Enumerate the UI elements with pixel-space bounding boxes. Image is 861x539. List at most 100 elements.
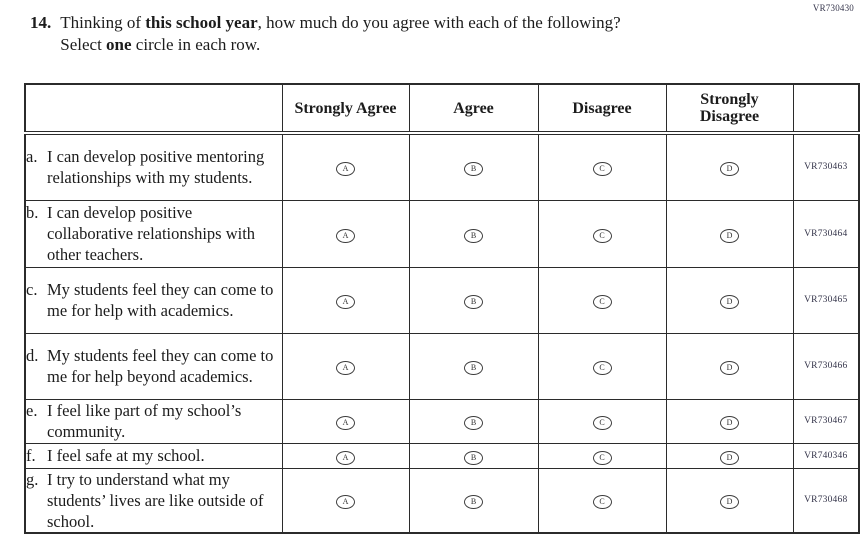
bubble-strongly-agree[interactable]: A — [336, 295, 355, 309]
cell-strongly-disagree: D — [665, 199, 794, 268]
cell-agree: B — [408, 332, 539, 400]
bubble-strongly-agree[interactable]: A — [336, 162, 355, 177]
header-code — [792, 83, 860, 135]
cell-strongly-agree: A — [281, 199, 410, 268]
vr-code: VR730468 — [792, 467, 860, 533]
bubble-agree[interactable]: B — [464, 416, 483, 430]
vr-code: VR740346 — [792, 442, 860, 469]
statement-cell: b. I can develop positive collaborative r… — [24, 199, 283, 268]
row-statement: My students feel they can come to me for… — [47, 280, 274, 320]
bubble-strongly-agree[interactable]: A — [336, 361, 355, 375]
header-row: Strongly Agree Agree Disagree Strongly D… — [24, 83, 860, 135]
bubble-strongly-agree[interactable]: A — [336, 450, 355, 465]
bubble-strongly-agree[interactable]: A — [336, 495, 355, 509]
question-line1-bold: this school year — [145, 13, 258, 32]
cell-disagree: C — [537, 442, 667, 469]
row-letter: f. — [26, 446, 36, 465]
bubble-strongly-disagree[interactable]: D — [720, 162, 739, 177]
header-strongly-disagree: Strongly Disagree — [665, 83, 794, 135]
table-row-g: g. I try to understand what my students’ … — [24, 467, 860, 533]
bubble-strongly-disagree[interactable]: D — [720, 495, 739, 509]
cell-disagree: C — [537, 132, 667, 201]
statement-cell: c. My students feel they can come to me f… — [24, 266, 283, 334]
bubble-agree[interactable]: B — [464, 495, 483, 509]
cell-disagree: C — [537, 398, 667, 444]
cell-strongly-disagree: D — [665, 398, 794, 444]
cell-agree: B — [408, 398, 539, 444]
header-statement — [24, 83, 283, 135]
header-disagree: Disagree — [537, 83, 667, 135]
cell-strongly-agree: A — [281, 266, 410, 334]
row-statement: My students feel they can come to me for… — [47, 346, 274, 386]
cell-strongly-agree: A — [281, 332, 410, 400]
bubble-strongly-agree[interactable]: A — [336, 228, 355, 243]
bubble-disagree[interactable]: C — [592, 228, 612, 243]
cell-agree: B — [408, 442, 539, 469]
vr-code: VR730463 — [792, 132, 860, 201]
bubble-strongly-disagree[interactable]: D — [720, 361, 739, 375]
bubble-disagree[interactable]: C — [592, 495, 612, 509]
table-row-c: c. My students feel they can come to me f… — [24, 266, 860, 334]
question-line2-post: circle in each row. — [131, 35, 261, 54]
cell-disagree: C — [537, 199, 667, 268]
header-strongly-agree: Strongly Agree — [281, 83, 410, 135]
cell-disagree: C — [537, 332, 667, 400]
bubble-disagree[interactable]: C — [592, 361, 612, 375]
statement-cell: d. My students feel they can come to me f… — [24, 332, 283, 400]
bubble-agree[interactable]: B — [464, 162, 483, 177]
vr-code: VR730466 — [792, 332, 860, 400]
cell-agree: B — [408, 199, 539, 268]
question-14: 14. Thinking of this school year, how mu… — [30, 12, 621, 56]
question-line2-bold: one — [106, 35, 132, 54]
vr-code: VR730465 — [792, 266, 860, 334]
row-letter: c. — [26, 280, 38, 299]
bubble-disagree[interactable]: C — [592, 416, 612, 430]
bubble-strongly-disagree[interactable]: D — [720, 228, 739, 243]
row-statement: I try to understand what my students’ li… — [47, 469, 264, 531]
bubble-agree[interactable]: B — [464, 228, 483, 243]
bubble-disagree[interactable]: C — [592, 295, 612, 309]
statement-cell: f. I feel safe at my school. — [24, 442, 283, 469]
row-statement: I feel safe at my school. — [47, 446, 205, 465]
table-row-e: e. I feel like part of my school’s commun… — [24, 398, 860, 444]
question-line2-pre: Select — [60, 35, 107, 54]
cell-strongly-disagree: D — [665, 266, 794, 334]
bubble-strongly-agree[interactable]: A — [336, 416, 355, 430]
cell-strongly-disagree: D — [665, 442, 794, 469]
question-line-1: Thinking of this school year, how much d… — [60, 12, 620, 34]
question-line1-pre: Thinking of — [60, 13, 146, 32]
bubble-strongly-disagree[interactable]: D — [720, 295, 739, 309]
bubble-disagree[interactable]: C — [592, 162, 612, 177]
table-row-f: f. I feel safe at my school. A B C D VR74… — [24, 442, 860, 469]
row-letter: e. — [26, 401, 38, 420]
bubble-disagree[interactable]: C — [592, 450, 612, 465]
cell-strongly-agree: A — [281, 442, 410, 469]
cell-strongly-agree: A — [281, 398, 410, 444]
bubble-strongly-disagree[interactable]: D — [720, 450, 739, 465]
row-letter: b. — [26, 203, 39, 222]
question-text: Thinking of this school year, how much d… — [60, 12, 620, 56]
question-line-2: Select one circle in each row. — [60, 34, 620, 56]
bubble-agree[interactable]: B — [464, 361, 483, 375]
row-statement: I can develop positive mentoring relatio… — [47, 147, 265, 188]
cell-strongly-disagree: D — [665, 132, 794, 201]
question-line1-post: , how much do you agree with each of the… — [257, 13, 621, 32]
cell-agree: B — [408, 266, 539, 334]
bubble-strongly-disagree[interactable]: D — [720, 416, 739, 430]
cell-strongly-disagree: D — [665, 467, 794, 533]
bubble-agree[interactable]: B — [464, 450, 483, 465]
cell-agree: B — [408, 132, 539, 201]
cell-disagree: C — [537, 467, 667, 533]
page-form-code: VR730430 — [812, 3, 854, 13]
cell-strongly-agree: A — [281, 132, 410, 201]
statement-cell: g. I try to understand what my students’ … — [24, 467, 283, 533]
statement-cell: a. I can develop positive mentoring relat… — [24, 132, 283, 201]
cell-agree: B — [408, 467, 539, 533]
row-letter: a. — [26, 147, 38, 167]
header-agree: Agree — [408, 83, 539, 135]
bubble-agree[interactable]: B — [464, 295, 483, 309]
row-statement: I feel like part of my school’s communit… — [47, 401, 242, 441]
table-row-d: d. My students feel they can come to me f… — [24, 332, 860, 400]
cell-strongly-agree: A — [281, 467, 410, 533]
